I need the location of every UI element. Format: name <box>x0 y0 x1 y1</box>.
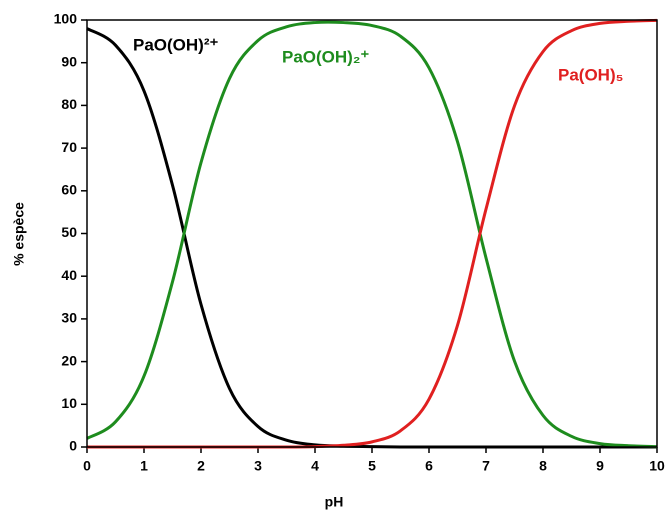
y-tick-label: 60 <box>61 182 77 198</box>
x-tick-label: 9 <box>596 458 604 474</box>
x-axis-label: pH <box>325 494 344 510</box>
y-tick-label: 0 <box>69 438 77 454</box>
y-tick-label: 90 <box>61 53 77 69</box>
x-tick-label: 7 <box>482 458 490 474</box>
series-label: PaO(OH)₂⁺ <box>282 47 369 66</box>
x-tick-label: 10 <box>649 458 665 474</box>
series-label: Pa(OH)₅ <box>558 65 623 84</box>
x-tick-label: 6 <box>425 458 433 474</box>
y-tick-label: 70 <box>61 139 77 155</box>
y-axis-label: % espèce <box>11 202 27 266</box>
x-tick-label: 4 <box>311 458 319 474</box>
y-tick-label: 40 <box>61 267 77 283</box>
y-tick-label: 20 <box>61 352 77 368</box>
y-tick-label: 30 <box>61 310 77 326</box>
y-tick-label: 10 <box>61 395 77 411</box>
x-tick-label: 3 <box>254 458 262 474</box>
series-line <box>86 27 657 449</box>
y-tick-label: 100 <box>54 11 78 27</box>
x-tick-label: 8 <box>539 458 547 474</box>
x-tick-label: 5 <box>368 458 376 474</box>
series-label: PaO(OH)²⁺ <box>133 35 219 54</box>
series-line <box>86 20 658 449</box>
y-tick-label: 50 <box>61 224 77 240</box>
x-tick-label: 1 <box>140 458 148 474</box>
plot-frame <box>86 19 658 448</box>
y-tick-label: 80 <box>61 96 77 112</box>
x-tick-label: 0 <box>83 458 91 474</box>
x-tick-label: 2 <box>197 458 205 474</box>
